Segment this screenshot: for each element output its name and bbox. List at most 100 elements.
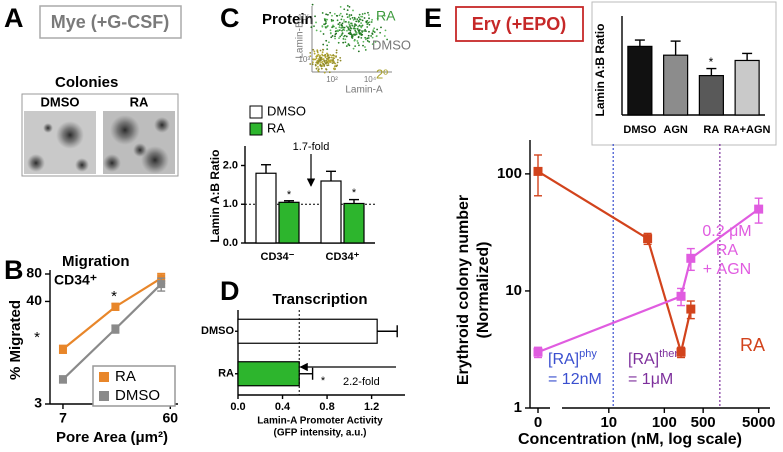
flow-dot: [358, 44, 360, 47]
flow-dot: [368, 21, 371, 24]
bar: [627, 45, 653, 116]
flow-dot: [364, 49, 367, 51]
flow-dot: [371, 18, 373, 21]
flow-dot: [331, 62, 334, 65]
series-label-box: 0.2 μM RA + AGN: [702, 223, 752, 278]
flow-dot: [331, 35, 334, 37]
flow-dot: [310, 26, 313, 29]
flow-dot: [334, 37, 336, 40]
flow-dot: [326, 48, 329, 51]
micrograph: [24, 111, 96, 174]
flow-dot: [341, 15, 344, 18]
x-tick-label: RA: [703, 124, 719, 136]
flow-dot: [311, 3, 314, 6]
flow-dot: [312, 58, 315, 61]
flow-dot: [324, 62, 327, 65]
flow-dot: [338, 21, 341, 24]
flow-dot: [358, 32, 361, 35]
annotation: *: [287, 189, 292, 201]
annotation: 2.2-fold: [343, 376, 380, 388]
y-axis-label: Lamin A:B Ratio: [593, 24, 607, 117]
flow-dot: [352, 47, 355, 50]
flow-dot: [339, 59, 342, 62]
flow-dot: [354, 45, 357, 48]
flow-dot: [370, 35, 373, 37]
flow-dot: [348, 14, 351, 16]
bar: [237, 361, 300, 387]
flow-tick: 10²: [326, 75, 338, 84]
flow-dot: [356, 18, 359, 21]
flow-dot: [317, 58, 320, 60]
flow-dot: [313, 25, 315, 28]
flow-dot: [346, 16, 349, 18]
flow-dot: [347, 20, 350, 23]
flow-dot: [335, 49, 338, 52]
image-label: RA: [130, 94, 149, 109]
flow-dot: [368, 30, 370, 33]
flow-dot: [357, 25, 360, 28]
flow-dot: [341, 24, 343, 27]
series-label: 0.2 μM RA + AGN: [702, 223, 752, 278]
y-axis-label: (Normalized): [475, 242, 492, 339]
x-tick-label: 0: [534, 414, 542, 431]
flow-dot: [328, 61, 331, 63]
reference-label: [RA]ther: [628, 348, 678, 368]
legend-swatch: [249, 105, 263, 119]
flow-dot: [339, 57, 342, 59]
flow-dot: [346, 13, 348, 16]
data-point: [111, 302, 120, 311]
flow-dot: [334, 33, 337, 36]
legend-swatch: [99, 372, 109, 382]
flow-dot: [374, 41, 377, 43]
flow-dot: [336, 64, 339, 67]
x-tick-label: DMSO: [623, 124, 656, 136]
flow-dot: [350, 14, 353, 16]
flow-dot: [321, 65, 324, 67]
flow-dot: [313, 50, 316, 53]
flow-dot: [319, 59, 322, 62]
x-tick-label: 0.8: [319, 401, 334, 413]
flow-dot: [364, 28, 367, 31]
flow-dot: [316, 51, 319, 54]
data-point: [533, 347, 543, 357]
flow-dot: [315, 21, 317, 24]
flow-dot: [346, 9, 349, 12]
y-tick-label: RA: [218, 368, 234, 380]
flow-dot: [358, 13, 361, 16]
flow-dot: [329, 29, 332, 32]
flow-dot: [316, 60, 319, 63]
flow-dot: [372, 29, 375, 32]
flow-dot: [326, 60, 329, 63]
flow-dot: [373, 31, 376, 33]
flow-dot: [338, 29, 341, 32]
flow-dot: [327, 54, 329, 57]
x-axis-label: Pore Area (μm²): [56, 429, 168, 446]
flow-dot: [321, 54, 324, 57]
bar: [237, 318, 378, 344]
flow-dot: [348, 23, 351, 26]
flow-dot: [346, 29, 348, 32]
flow-dot: [331, 26, 333, 29]
flow-dot: [326, 52, 328, 55]
y-tick-label: 80: [26, 265, 42, 281]
data-point: [58, 345, 67, 354]
x-tick-label: 500: [691, 414, 716, 431]
flow-dot: [314, 63, 317, 66]
flow-dot: [343, 19, 345, 21]
flow-dot: [330, 18, 333, 21]
data-point: [533, 166, 543, 176]
y-axis-label: Lamin A:B Ratio: [208, 150, 222, 243]
flow-dot: [319, 54, 321, 57]
flow-dot: [353, 27, 356, 30]
flow-dot: [322, 63, 325, 66]
reference-label-text: [RA]: [628, 351, 659, 368]
flow-dot: [328, 56, 330, 59]
flow-dot: [330, 56, 333, 59]
flow-dot: [367, 21, 370, 24]
flow-dot: [358, 24, 361, 27]
flow-dot: [339, 6, 342, 8]
flow-dot: [353, 16, 356, 19]
annotation: *: [321, 375, 326, 387]
chart-title: Transcription: [272, 291, 367, 308]
bar: [343, 202, 365, 244]
